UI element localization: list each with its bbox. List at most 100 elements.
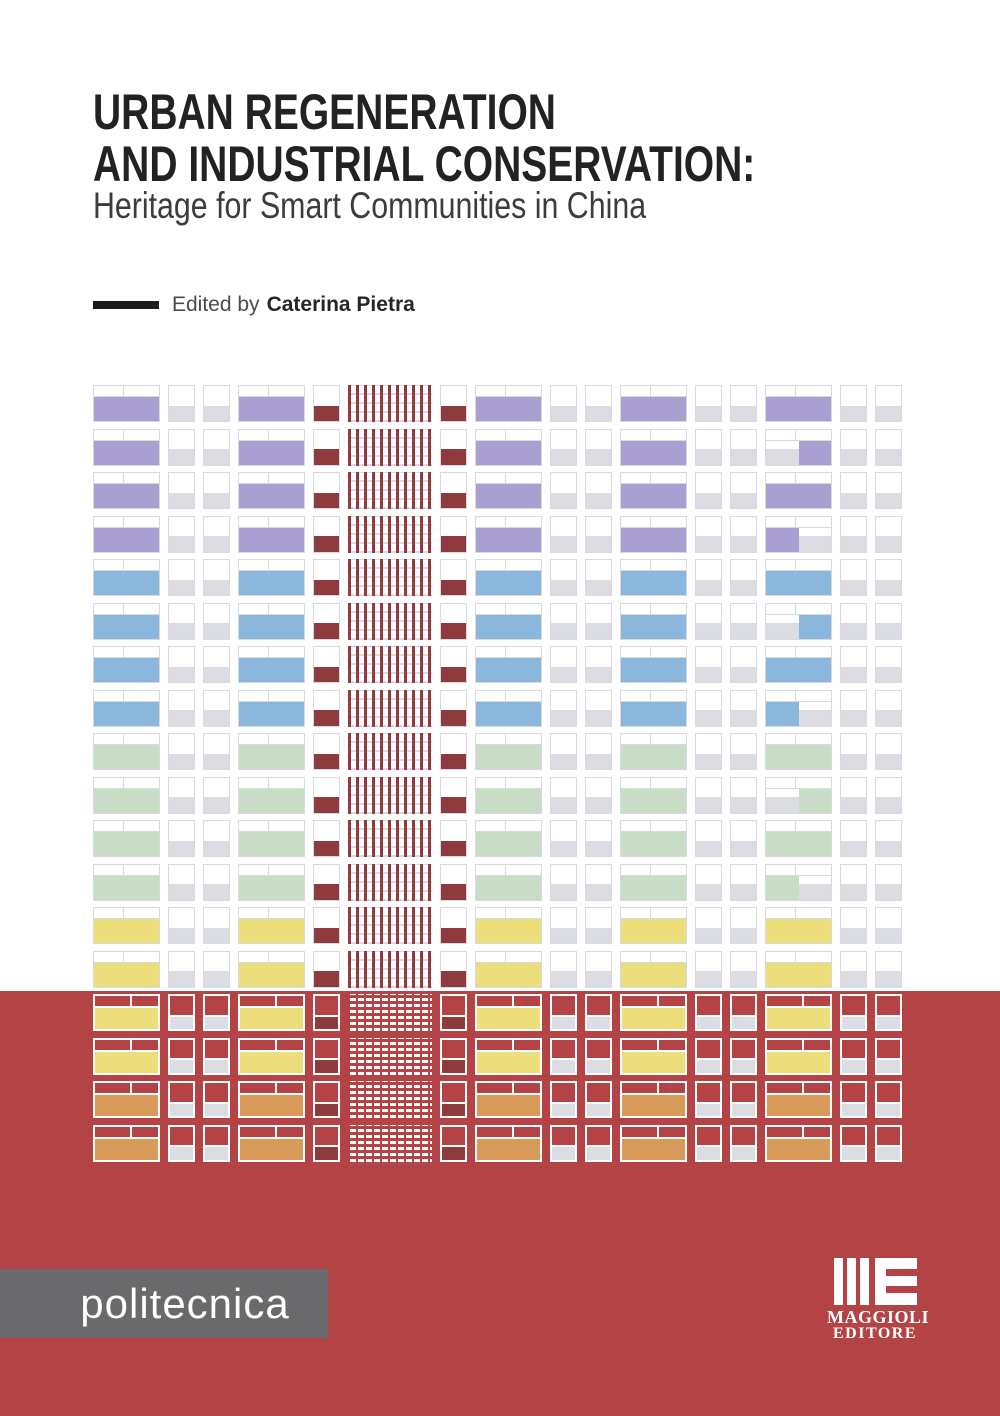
facade-stripes (348, 472, 432, 509)
facade-window-small (168, 1037, 195, 1075)
facade-window-wide (620, 733, 687, 770)
maggioli-logo: MAGGIOLI EDITORE (827, 1258, 929, 1342)
facade-window-small (730, 907, 757, 944)
facade-row (93, 950, 902, 988)
facade-window-wide (475, 689, 542, 727)
facade-window-small (585, 515, 612, 553)
facade-window-small (840, 907, 867, 944)
editor-name: Caterina Pietra (266, 293, 415, 316)
facade-window-wide (475, 907, 542, 944)
facade-window-wide (475, 515, 542, 553)
facade-window-small (875, 1081, 902, 1118)
facade-window-small (695, 1037, 722, 1075)
facade-window-small (840, 863, 867, 901)
facade-window-small (168, 950, 195, 988)
facade-window-small (730, 385, 757, 422)
facade-window-wide (238, 863, 305, 901)
facade-window-small (168, 994, 195, 1031)
facade-window-wide (238, 385, 305, 422)
facade-window-small-red (440, 385, 467, 422)
facade-window-wide (620, 994, 687, 1031)
facade-window-small-red (440, 428, 467, 466)
mark-e-icon (874, 1258, 917, 1305)
politecnica-logo-text: politecnica (80, 1279, 290, 1327)
facade-window-wide (475, 646, 542, 683)
facade-window-wide (238, 559, 305, 596)
facade-window-wide (475, 1037, 542, 1075)
facade-window-small (550, 907, 577, 944)
facade-window-wide (475, 472, 542, 509)
facade-window-small (695, 559, 722, 596)
editor-rule-bar (93, 301, 159, 309)
facade-window-small (203, 863, 230, 901)
facade-window-wide (475, 733, 542, 770)
facade-window-small (550, 646, 577, 683)
facade-window-small (840, 472, 867, 509)
facade-window-wide (765, 733, 832, 770)
facade-window-small (840, 994, 867, 1031)
facade-window-wide (620, 428, 687, 466)
facade-window-small-red (440, 1124, 467, 1162)
facade-window-small (875, 428, 902, 466)
facade-window-small (203, 820, 230, 857)
facade-window-small (550, 602, 577, 640)
facade-window-small-red (313, 428, 340, 466)
facade-window-small (695, 385, 722, 422)
facade-window-wide (765, 428, 832, 466)
facade-window-wide (620, 907, 687, 944)
facade-window-small (168, 733, 195, 770)
facade-window-small-red (313, 646, 340, 683)
facade-row (93, 1124, 902, 1162)
facade-row (93, 515, 902, 553)
facade-window-small (840, 776, 867, 814)
facade-window-small (203, 1124, 230, 1162)
facade-window-small-red (313, 776, 340, 814)
facade-window-small (730, 863, 757, 901)
facade-window-small (550, 1081, 577, 1118)
facade-window-small (168, 863, 195, 901)
facade-window-small-red (313, 994, 340, 1031)
facade-window-small-red (440, 820, 467, 857)
facade-window-wide (238, 515, 305, 553)
facade-window-small (840, 950, 867, 988)
facade-window-small (550, 515, 577, 553)
facade-window-small (203, 733, 230, 770)
facade-window-wide (93, 646, 160, 683)
facade-row (93, 689, 902, 727)
page-title: URBAN REGENERATION AND INDUSTRIAL CONSER… (93, 86, 942, 190)
facade-window-small (730, 1081, 757, 1118)
facade-window-wide (620, 515, 687, 553)
facade-window-wide (620, 820, 687, 857)
facade-window-small (168, 559, 195, 596)
facade-window-wide (238, 994, 305, 1031)
facade-window-small (875, 646, 902, 683)
facade-window-wide (765, 1037, 832, 1075)
facade-window-small (840, 1124, 867, 1162)
title-line-2: AND INDUSTRIAL CONSERVATION: (93, 136, 756, 192)
facade-window-small (730, 820, 757, 857)
facade-window-wide (765, 646, 832, 683)
facade-window-small (168, 515, 195, 553)
facade-window-small (168, 1081, 195, 1118)
facade-window-wide (765, 776, 832, 814)
facade-window-small (730, 733, 757, 770)
facade-window-wide (238, 472, 305, 509)
facade-window-small (550, 428, 577, 466)
facade-window-small (730, 428, 757, 466)
facade-window-small (203, 950, 230, 988)
facade-window-small (585, 863, 612, 901)
facade-stripes (348, 733, 432, 770)
facade-window-wide (93, 776, 160, 814)
facade-window-small-red (313, 385, 340, 422)
facade-window-wide (765, 385, 832, 422)
facade-window-small (550, 950, 577, 988)
mark-bar-icon (833, 1258, 843, 1305)
facade-window-wide (765, 1124, 832, 1162)
facade-window-small (695, 776, 722, 814)
facade-window-wide (475, 559, 542, 596)
facade-window-small (695, 1124, 722, 1162)
facade-window-wide (93, 863, 160, 901)
facade-window-small (168, 646, 195, 683)
facade-window-wide (765, 689, 832, 727)
